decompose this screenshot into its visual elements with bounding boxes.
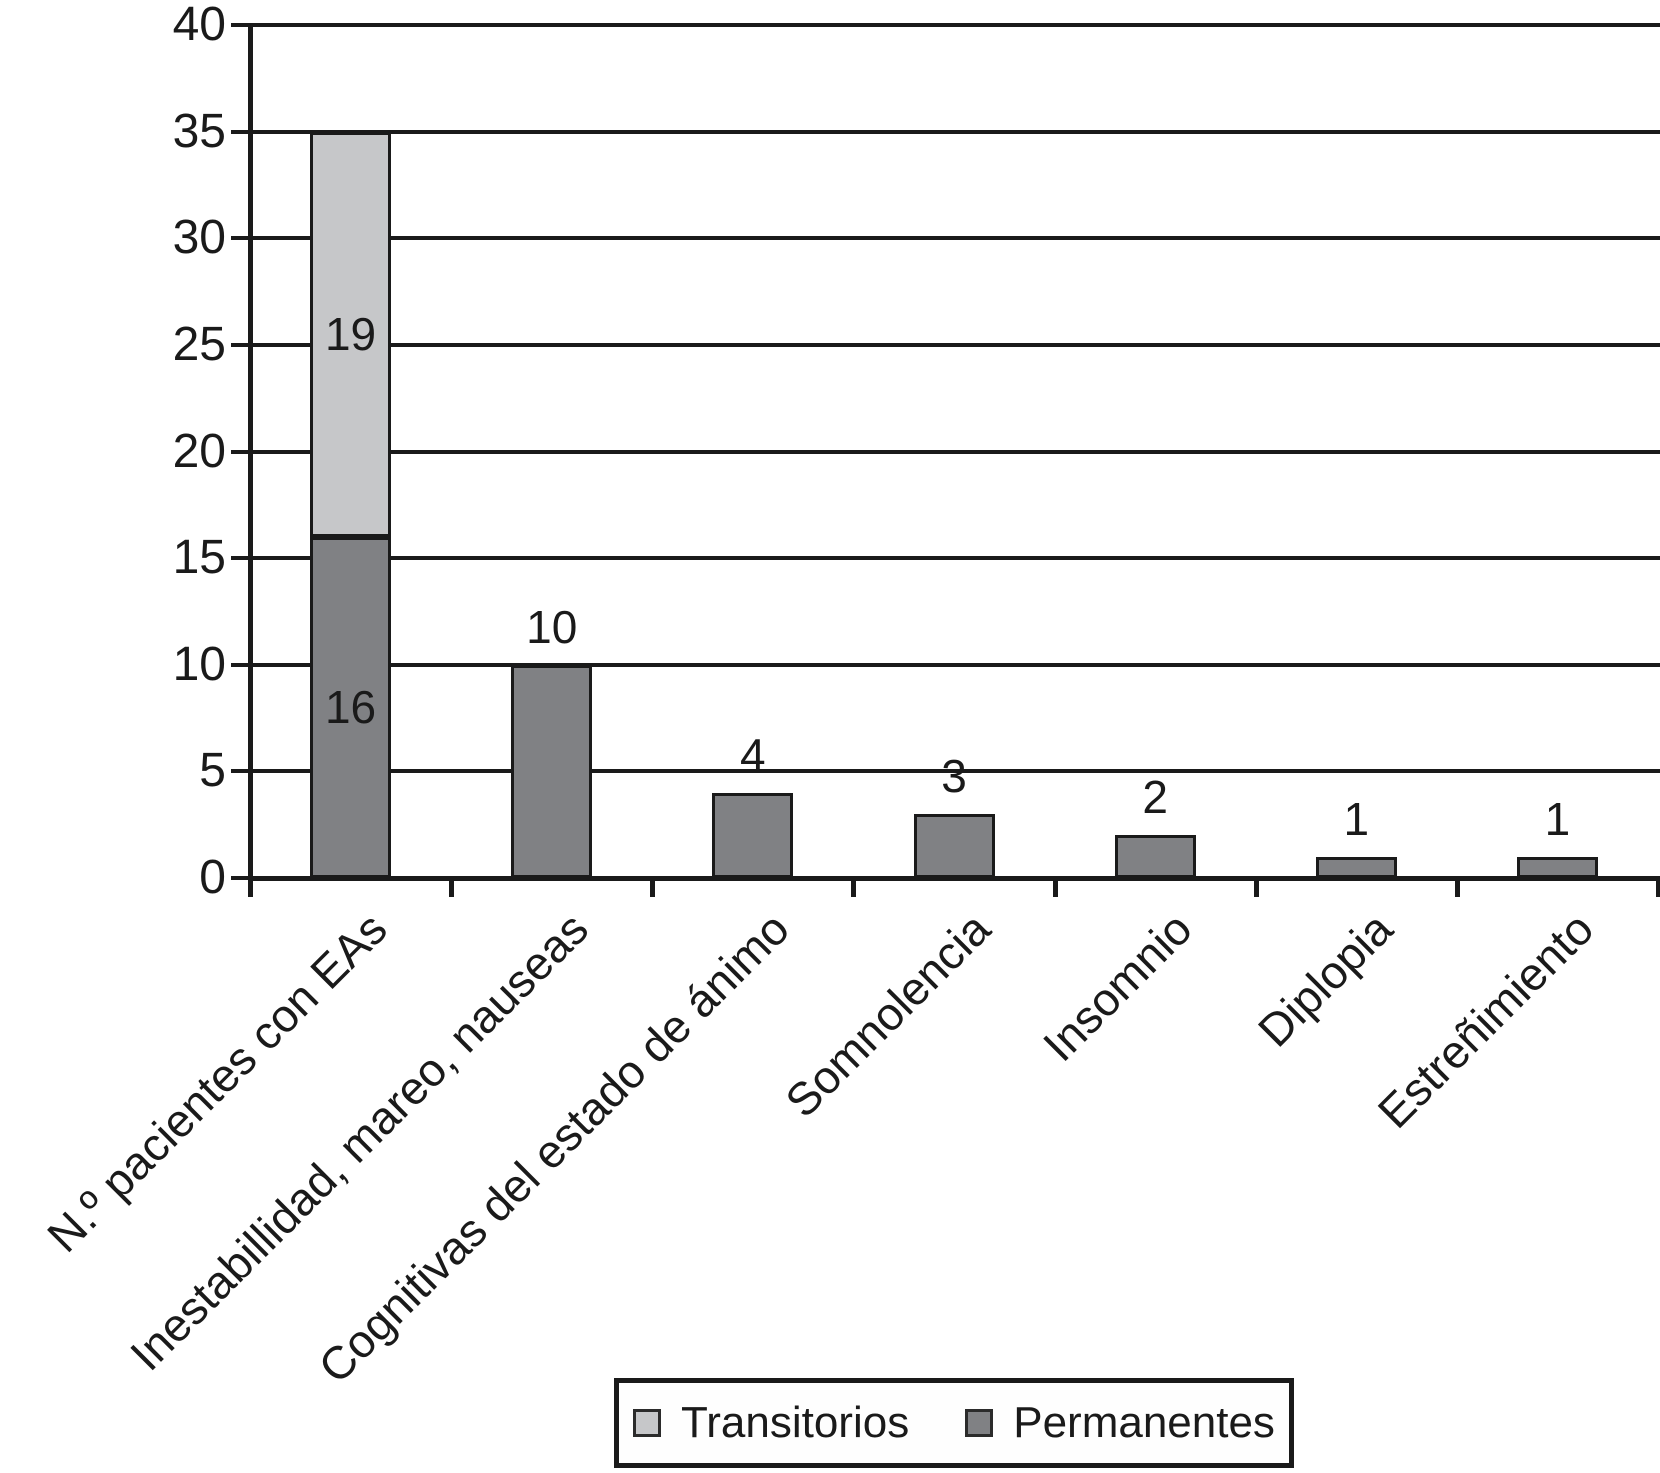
gridline: [250, 342, 1660, 347]
bar-value-label: 3: [941, 750, 967, 803]
x-axis-category-label: Somnolencia: [775, 902, 1001, 1128]
x-axis-tick: [1052, 878, 1058, 897]
bar-value-label: 1: [1544, 792, 1571, 845]
y-axis-line: [248, 23, 253, 880]
legend-swatch-permanentes: [965, 1409, 994, 1437]
legend-swatch-transitorios: [633, 1409, 661, 1437]
x-axis-category-label: Insomnio: [1032, 902, 1202, 1072]
bar-segment-permanentes: [1114, 835, 1196, 878]
gridline: [250, 449, 1660, 454]
legend: Transitorios Permanentes: [614, 1378, 1294, 1468]
y-axis-tick-label: 30: [172, 211, 226, 265]
x-axis-tick: [650, 878, 656, 897]
x-axis-category-label: Estreñimiento: [1367, 902, 1604, 1138]
gridline: [250, 662, 1660, 667]
bar-segment-permanentes: [1516, 856, 1598, 878]
y-axis-tick-label: 35: [172, 104, 226, 158]
y-axis-tick: [231, 662, 250, 667]
bar-value-label: 16: [324, 681, 377, 734]
x-axis-tick: [1656, 878, 1660, 897]
bar-segment-permanentes: [712, 792, 794, 878]
gridline: [250, 236, 1660, 241]
bar-value-label: 2: [1142, 771, 1168, 824]
y-axis-tick: [231, 23, 250, 27]
gridline: [250, 556, 1660, 561]
y-axis-tick-label: 15: [172, 531, 226, 585]
x-axis-category-label: N.º pacientes con EAs: [37, 902, 397, 1262]
bar-segment-permanentes: [1315, 856, 1397, 878]
y-axis-tick: [231, 769, 250, 774]
x-axis-tick: [851, 878, 857, 897]
x-axis-tick: [449, 878, 455, 897]
bar-segment-transitorios: [310, 131, 392, 537]
gridline: [250, 769, 1660, 774]
y-axis-tick-label: 5: [199, 744, 226, 798]
x-axis-tick: [1253, 878, 1259, 897]
bar-segment-permanentes: [310, 536, 392, 878]
y-axis-tick-label: 10: [172, 637, 226, 691]
bar-segment-permanentes: [511, 664, 593, 878]
bar-value-label: 4: [740, 728, 766, 781]
x-axis-tick: [248, 878, 253, 897]
y-axis-tick-label: 0: [199, 851, 226, 904]
gridline: [250, 23, 1660, 27]
y-axis-tick: [231, 449, 250, 454]
y-axis-tick: [231, 876, 250, 880]
legend-label-transitorios: Transitorios: [681, 1398, 910, 1447]
gridline: [250, 129, 1660, 134]
bar-segment-permanentes: [913, 814, 995, 878]
y-axis-tick: [231, 129, 250, 134]
legend-label-permanentes: Permanentes: [1013, 1398, 1275, 1447]
bar-value-label: 1: [1343, 792, 1370, 845]
bar-value-label: 10: [526, 600, 578, 653]
y-axis-tick-label: 40: [172, 0, 226, 51]
y-axis-tick: [231, 556, 250, 561]
y-axis-tick-label: 25: [172, 317, 226, 371]
y-axis-tick: [231, 236, 250, 241]
y-axis-tick-label: 20: [172, 424, 226, 478]
bar-value-label: 19: [324, 308, 377, 361]
y-axis-tick: [231, 342, 250, 347]
x-axis-category-label: Diplopia: [1248, 902, 1403, 1057]
x-axis-line: [250, 876, 1660, 881]
x-axis-tick: [1454, 878, 1460, 897]
